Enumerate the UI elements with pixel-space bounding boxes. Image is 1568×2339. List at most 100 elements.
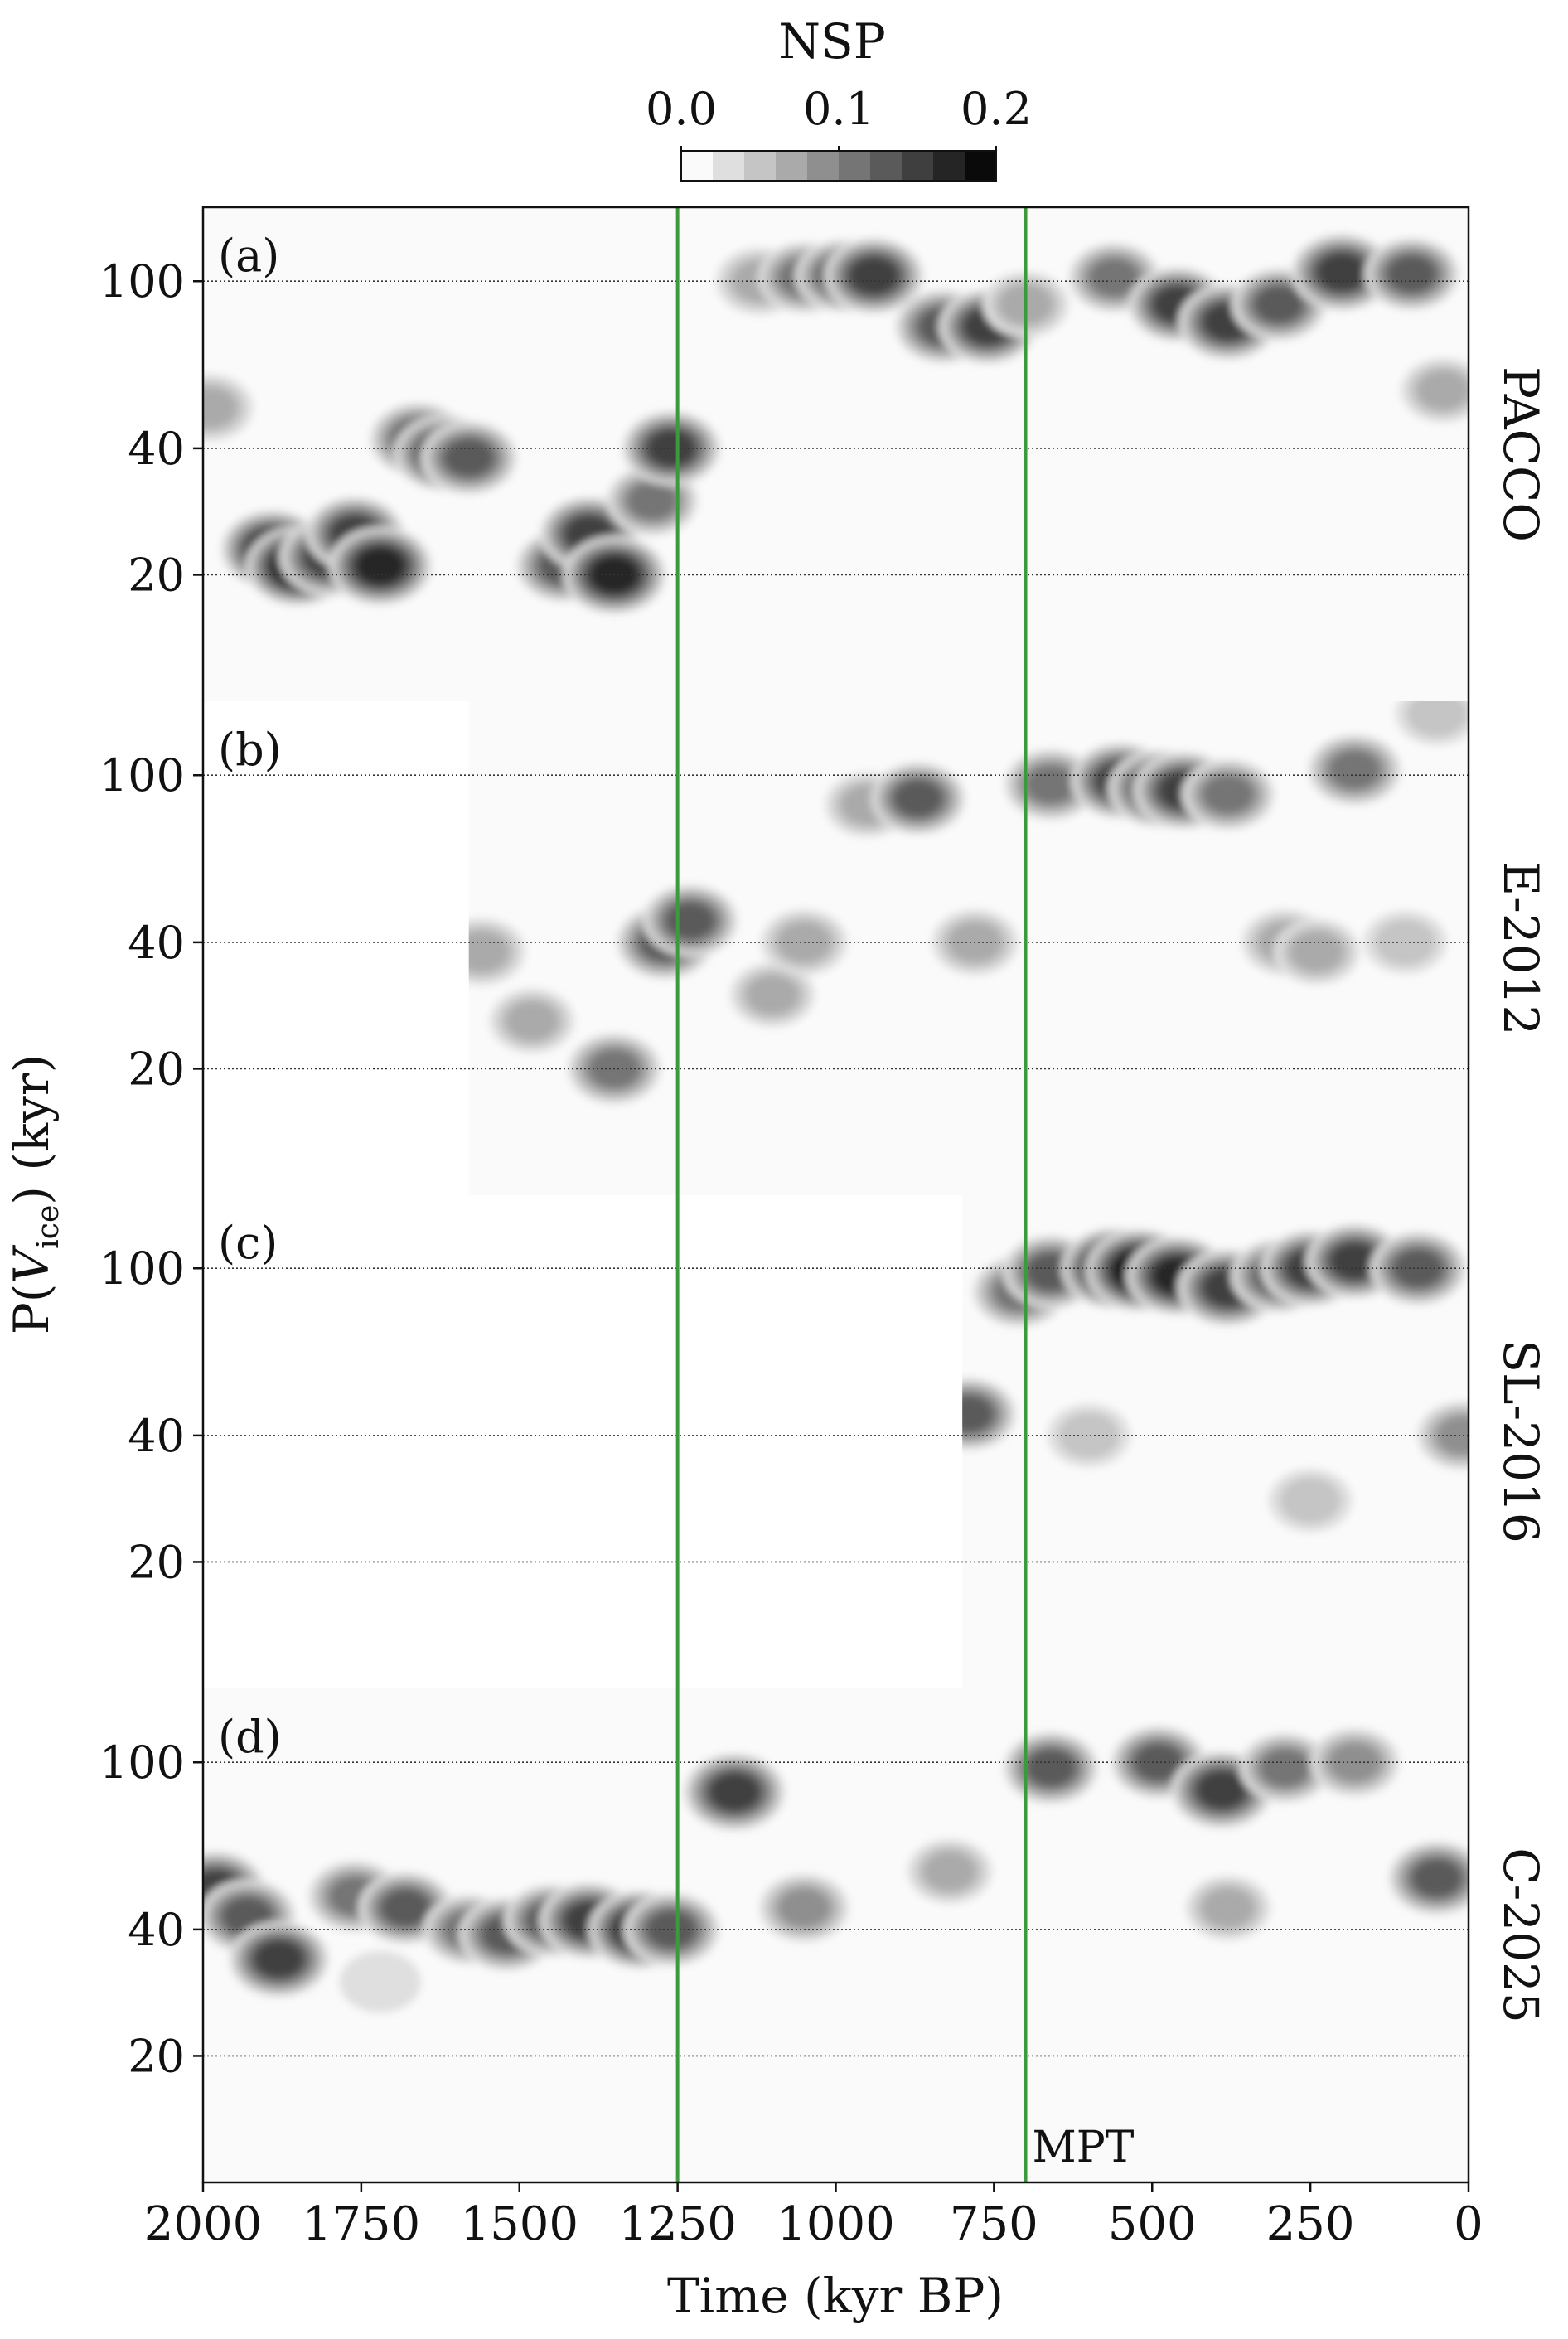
y-axis-ticks: 20 40 100 20 40 100 20 40 100 20 40 100 [99,255,203,2082]
nsp-contour [1091,259,1138,296]
x-tick-label: 1250 [618,2197,737,2251]
x-tick-label: 1000 [777,2197,895,2251]
panel-labels: (a) PACCO (b) E-2012 (c) SL-2016 (d) C-2025 [218,230,1549,2023]
x-tick-label: 250 [1266,2197,1355,2251]
nsp-contour [468,931,509,973]
colorbar-tick-label: 0.2 [961,83,1032,135]
nsp-contour [1416,370,1469,410]
nsp-contour [255,1941,302,1977]
nsp-contour [1332,1243,1377,1279]
x-tick-label: 1500 [460,2197,578,2251]
panel-0 [203,207,1469,701]
nsp-contour [445,439,492,476]
y-tick-label: 40 [128,423,185,475]
x-tick-label: 500 [1108,2197,1197,2251]
colorbar-cell [965,151,997,181]
colorbar-cell [807,151,840,181]
colorbar-cell [839,151,871,181]
nsp-contour [1413,1860,1460,1896]
nsp-contour [779,1889,830,1927]
colorbar-cell [776,151,808,181]
colorbar-cells [681,151,997,181]
nsp-contour [382,1891,428,1925]
panel-name: SL-2016 [1493,1339,1549,1542]
nsp-contour [1256,287,1302,322]
colorbar-tick-labels: 0.0 0.1 0.2 [646,83,1032,151]
nsp-contour [1330,751,1379,788]
nsp-contour [506,1000,559,1041]
y-tick-label: 20 [128,1043,185,1095]
y-label-var: V [3,1245,60,1284]
nsp-contour [1319,254,1366,290]
panel-name: PACCO [1493,366,1549,542]
nsp-contour [1261,1750,1309,1786]
panel-3 [203,1688,1469,2182]
nsp-contour [1406,701,1468,738]
nsp-contour [1057,1412,1120,1459]
x-axis-ticks: 2000 1750 1500 1250 1000 750 500 250 0 [144,2182,1483,2251]
y-label-sub: ice [31,1205,65,1249]
y-tick-label: 40 [128,1410,185,1462]
colorbar-cell [713,151,745,181]
panel-tag: (a) [218,230,279,282]
nsp-contour [1290,931,1344,972]
colorbar: NSP 0.0 0.1 0.2 [646,13,1032,182]
y-tick-label: 20 [128,549,185,601]
nsp-contour [1204,776,1252,813]
x-tick-label: 2000 [144,2197,263,2251]
panel-tag: (b) [218,724,282,776]
y-tick-label: 20 [128,2030,185,2082]
y-axis-label: P(Vice) (kyr) [3,1054,65,1335]
nsp-contour [339,1950,421,2013]
nsp-contour [1198,1772,1246,1808]
y-tick-label: 100 [99,749,185,801]
nsp-contour [1437,1416,1469,1455]
y-tick-label: 40 [128,917,185,969]
colorbar-tick-label: 0.1 [803,83,874,135]
y-tick-label: 100 [99,255,185,308]
panel-tag: (c) [218,1217,278,1269]
nsp-contour [667,903,714,938]
nsp-contour [648,431,694,466]
nsp-contour [895,781,941,816]
y-tick-label: 20 [128,1536,185,1588]
y-tick-label: 40 [128,1904,185,1956]
colorbar-cell [933,151,965,181]
panel-1 [468,701,1469,1195]
x-tick-label: 750 [950,2197,1038,2251]
nsp-contour [1135,1745,1182,1780]
y-label-post: ) (kyr) [3,1054,60,1205]
nsp-contour [1202,1887,1255,1929]
colorbar-frame [680,150,997,182]
panel-name: C-2025 [1493,1847,1549,2023]
nsp-contour [1280,1477,1342,1524]
y-tick-label: 100 [99,1242,185,1295]
nsp-contour [850,258,898,293]
nsp-contour [962,1397,992,1431]
y-label-pre: P( [3,1284,60,1335]
nsp-contour [357,548,404,584]
colorbar-cell [870,151,903,181]
x-axis-label: Time (kyr BP) [667,2268,1004,2324]
mpt-label: MPT [1033,2123,1135,2172]
colorbar-title: NSP [778,13,886,70]
y-tick-label: 100 [99,1736,185,1789]
nsp-contour [628,482,676,519]
colorbar-tick-label: 0.0 [646,83,717,135]
colorbar-cell [902,151,934,181]
nsp-contour [1028,1751,1074,1785]
svg-text:P(Vice) (kyr): P(Vice) (kyr) [3,1054,65,1335]
colorbar-cell [744,151,777,181]
panel-name: E-2012 [1493,861,1549,1036]
nsp-contour [1329,1743,1380,1781]
x-tick-label: 1750 [302,2197,421,2251]
panel-2 [962,1194,1469,1688]
nsp-contour [1027,766,1075,803]
nsp-contour [1388,256,1435,292]
panel-tag: (d) [218,1711,282,1763]
nsp-contour [746,975,799,1015]
vertical-markers: MPT [675,207,1135,2182]
nsp-contour [923,1851,976,1891]
x-tick-label: 0 [1454,2197,1483,2251]
